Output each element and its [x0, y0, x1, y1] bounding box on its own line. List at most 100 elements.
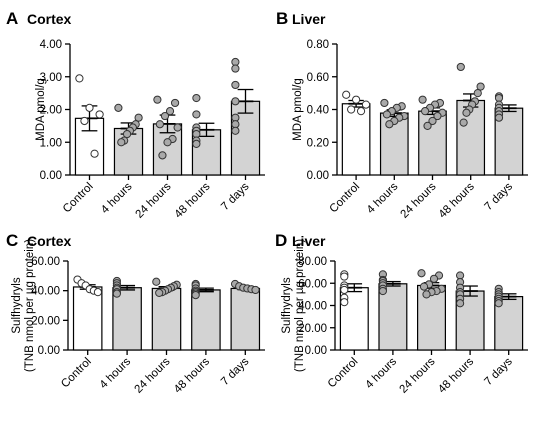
data-point — [418, 95, 427, 104]
panel-title: Cortex — [27, 11, 72, 27]
data-point — [420, 107, 430, 116]
x-tick-label: 24 hours — [397, 355, 437, 395]
data-point — [473, 89, 482, 98]
data-point — [455, 271, 465, 280]
y-tick-label: 0.00 — [307, 170, 329, 182]
y-tick-label: 0.00 — [38, 345, 60, 357]
y-tick-label: 40.00 — [298, 301, 327, 313]
x-tick-label: 24 hours — [132, 355, 172, 395]
x-tick-label: 24 hours — [133, 180, 173, 220]
y-axis-label: Sulfhydryls — [11, 277, 23, 333]
data-point — [456, 62, 465, 72]
data-point — [231, 80, 240, 90]
data-point — [356, 107, 366, 116]
data-point — [251, 285, 260, 295]
y-tick-label: 0.40 — [307, 105, 329, 117]
data-point — [117, 138, 126, 147]
panel-d: D Liver Sulfhydryls (TNB nmol per µg protei… — [275, 231, 528, 396]
y-tick-label: 20.00 — [31, 315, 60, 327]
data-point — [122, 129, 132, 139]
data-point — [422, 290, 431, 299]
y-axis-label-units: (TNB nmol per µg protein) — [294, 239, 306, 372]
bar-7-days — [230, 287, 261, 351]
data-point — [361, 100, 371, 109]
panel-letter: C — [6, 231, 18, 250]
data-point — [347, 105, 356, 114]
y-tick-label: 0.20 — [307, 137, 329, 149]
y-tick-label: 1.00 — [40, 137, 62, 149]
data-point — [380, 98, 389, 108]
data-point — [191, 291, 200, 300]
y-axis-label-units: (TNB nmol per µg protein) — [24, 239, 36, 372]
x-tick-label: 7 days — [219, 180, 252, 213]
data-point — [192, 139, 201, 148]
y-axis-label: Sulfhydryls — [281, 277, 293, 333]
data-point — [114, 103, 123, 112]
data-point — [385, 120, 394, 129]
data-point — [158, 151, 167, 160]
data-point — [85, 103, 94, 112]
x-tick-label: 7 days — [482, 355, 515, 388]
data-point — [155, 120, 165, 129]
data-point — [160, 111, 170, 121]
data-point — [75, 74, 84, 83]
data-point — [340, 298, 349, 307]
x-tick-label: 7 days — [219, 355, 252, 388]
panel-letter: A — [6, 9, 18, 28]
panel-title: Liver — [292, 233, 326, 249]
y-tick-label: 3.00 — [40, 72, 62, 84]
data-point — [494, 299, 503, 308]
data-point — [231, 126, 240, 135]
x-tick-label: 48 hours — [172, 355, 212, 395]
y-axis-label: MDA pmol/g — [35, 78, 47, 141]
data-point — [134, 113, 143, 122]
data-point — [494, 113, 504, 122]
data-point — [429, 274, 439, 283]
y-tick-label: 20.00 — [298, 323, 327, 335]
y-tick-label: 0.60 — [307, 72, 329, 84]
panel-title: Cortex — [27, 233, 72, 249]
panel-c: C Cortex Sulfhydryls (TNB nmol per µg prote… — [6, 231, 265, 396]
bar-24-hours — [151, 287, 182, 351]
data-point — [455, 299, 465, 308]
x-tick-label: 48 hours — [437, 180, 477, 220]
data-point — [163, 138, 172, 147]
panel-a: A Cortex MDA pmol/g 0.00 1.00 2.00 3.00 4.00 Con… — [6, 9, 265, 221]
data-point — [433, 111, 442, 121]
data-point — [340, 272, 349, 281]
data-point — [112, 289, 121, 298]
data-point — [173, 123, 182, 132]
y-tick-label: 2.00 — [40, 105, 62, 117]
data-point — [342, 90, 351, 99]
panel-title: Liver — [292, 11, 326, 27]
x-tick-label: 48 hours — [436, 355, 476, 395]
bar-control — [341, 103, 371, 176]
data-point — [90, 149, 99, 158]
data-point — [340, 285, 349, 295]
data-point — [231, 97, 240, 106]
data-point — [95, 110, 104, 119]
y-tick-label: 0.00 — [305, 345, 327, 357]
data-point — [152, 277, 161, 286]
data-point — [417, 269, 426, 278]
y-tick-label: 60.00 — [31, 256, 60, 268]
data-point — [382, 110, 391, 119]
y-tick-label: 80.00 — [298, 256, 327, 268]
x-tick-label: 4 hours — [363, 355, 399, 391]
x-tick-label: 24 hours — [398, 180, 438, 220]
x-tick-label: Control — [61, 181, 96, 216]
y-tick-label: 4.00 — [40, 39, 62, 51]
panel-letter: B — [276, 9, 288, 28]
x-tick-label: Control — [326, 356, 361, 391]
x-tick-label: 4 hours — [365, 180, 401, 216]
data-point — [378, 286, 387, 296]
data-point — [93, 288, 103, 297]
x-tick-label: 4 hours — [99, 180, 135, 216]
data-point — [352, 95, 361, 104]
data-point — [231, 64, 240, 73]
x-tick-label: 48 hours — [172, 180, 212, 220]
data-point — [80, 116, 89, 126]
x-tick-label: Control — [59, 356, 94, 391]
y-axis-label: MDA pmol/g — [292, 78, 304, 141]
data-point — [192, 110, 201, 119]
